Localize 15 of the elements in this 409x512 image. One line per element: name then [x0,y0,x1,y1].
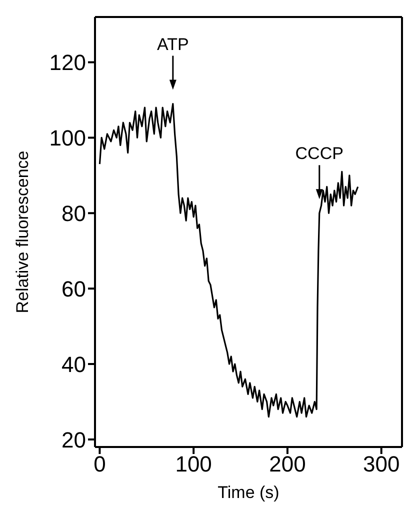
line-series [98,102,359,418]
annotation: CCCP [295,144,344,164]
y-axis-title: Relative fluorescence [13,150,32,314]
y-tick-label: 40 [62,352,86,377]
x-tick-label: 100 [175,452,212,477]
x-tick-label: 0 [94,452,106,477]
x-tick-label: 200 [269,452,306,477]
y-tick-label: 100 [49,126,86,151]
y-tick-label: 20 [62,427,86,452]
x-axis-title: Time (s) [218,483,280,502]
y-tick-label: 80 [62,200,86,226]
annotation: ATP [157,34,189,54]
y-tick-label: 60 [62,276,86,302]
y-tick-label: 120 [49,50,86,76]
x-tick-label: 300 [362,452,400,477]
